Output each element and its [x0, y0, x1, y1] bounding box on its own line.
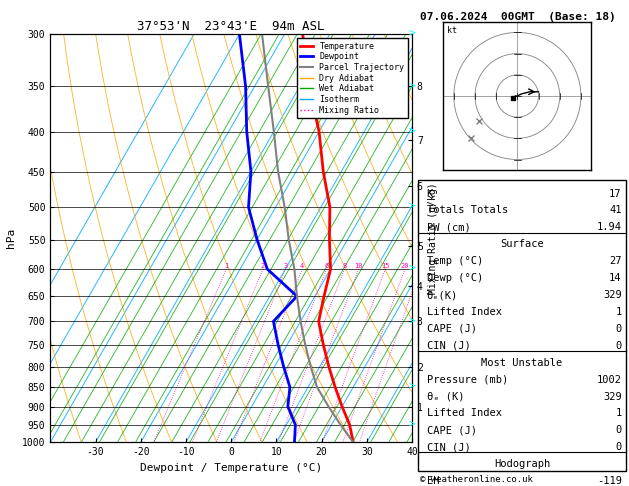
Text: EH: EH — [426, 476, 439, 486]
Text: 0: 0 — [615, 324, 621, 334]
Text: 1002: 1002 — [597, 375, 621, 384]
Text: PW (cm): PW (cm) — [426, 223, 470, 232]
Text: Totals Totals: Totals Totals — [426, 206, 508, 215]
Text: >: > — [409, 382, 415, 392]
Text: 0: 0 — [615, 442, 621, 452]
Text: Surface: Surface — [500, 239, 544, 249]
Legend: Temperature, Dewpoint, Parcel Trajectory, Dry Adiabat, Wet Adiabat, Isotherm, Mi: Temperature, Dewpoint, Parcel Trajectory… — [297, 38, 408, 118]
Text: Lifted Index: Lifted Index — [426, 408, 501, 418]
Text: CAPE (J): CAPE (J) — [426, 324, 477, 334]
Text: 4: 4 — [300, 263, 304, 269]
Text: Hodograph: Hodograph — [494, 459, 550, 469]
Text: CIN (J): CIN (J) — [426, 442, 470, 452]
FancyBboxPatch shape — [418, 180, 626, 471]
Text: >: > — [409, 29, 415, 39]
Text: 329: 329 — [603, 392, 621, 401]
Text: 6: 6 — [325, 263, 329, 269]
Text: 41: 41 — [610, 206, 621, 215]
Text: >: > — [409, 316, 415, 326]
Title: 37°53'N  23°43'E  94m ASL: 37°53'N 23°43'E 94m ASL — [137, 20, 325, 33]
Text: Dewp (°C): Dewp (°C) — [426, 273, 483, 283]
Text: Lifted Index: Lifted Index — [426, 307, 501, 317]
Text: 1.94: 1.94 — [597, 223, 621, 232]
Text: 1: 1 — [615, 408, 621, 418]
Text: 14: 14 — [610, 273, 621, 283]
Y-axis label: hPa: hPa — [6, 228, 16, 248]
Text: 15: 15 — [381, 263, 389, 269]
Text: 17: 17 — [610, 189, 621, 199]
X-axis label: Dewpoint / Temperature (°C): Dewpoint / Temperature (°C) — [140, 463, 322, 473]
Text: -119: -119 — [597, 476, 621, 486]
Text: K: K — [426, 189, 433, 199]
Text: θₑ(K): θₑ(K) — [426, 290, 458, 300]
Text: CAPE (J): CAPE (J) — [426, 425, 477, 435]
Text: 20: 20 — [401, 263, 409, 269]
Text: 27: 27 — [610, 256, 621, 266]
Text: >: > — [409, 264, 415, 274]
Y-axis label: Mixing Ratio (g/kg): Mixing Ratio (g/kg) — [428, 182, 438, 294]
Text: © weatheronline.co.uk: © weatheronline.co.uk — [420, 474, 533, 484]
Text: 07.06.2024  00GMT  (Base: 18): 07.06.2024 00GMT (Base: 18) — [420, 12, 616, 22]
Text: 0: 0 — [615, 425, 621, 435]
Text: 2: 2 — [261, 263, 265, 269]
Text: 8: 8 — [342, 263, 347, 269]
Text: Most Unstable: Most Unstable — [481, 358, 563, 368]
Text: θₑ (K): θₑ (K) — [426, 392, 464, 401]
Text: CIN (J): CIN (J) — [426, 341, 470, 351]
Text: 3: 3 — [284, 263, 287, 269]
Text: 1: 1 — [224, 263, 228, 269]
Text: Pressure (mb): Pressure (mb) — [426, 375, 508, 384]
Text: kt: kt — [447, 26, 457, 35]
Text: >: > — [409, 81, 415, 91]
Text: >: > — [409, 420, 415, 430]
Text: 0: 0 — [615, 341, 621, 351]
Text: >: > — [409, 126, 415, 137]
Text: 1: 1 — [615, 307, 621, 317]
Text: 329: 329 — [603, 290, 621, 300]
Text: LCL: LCL — [419, 366, 437, 376]
Text: >: > — [409, 202, 415, 212]
Text: 10: 10 — [355, 263, 363, 269]
Text: Temp (°C): Temp (°C) — [426, 256, 483, 266]
